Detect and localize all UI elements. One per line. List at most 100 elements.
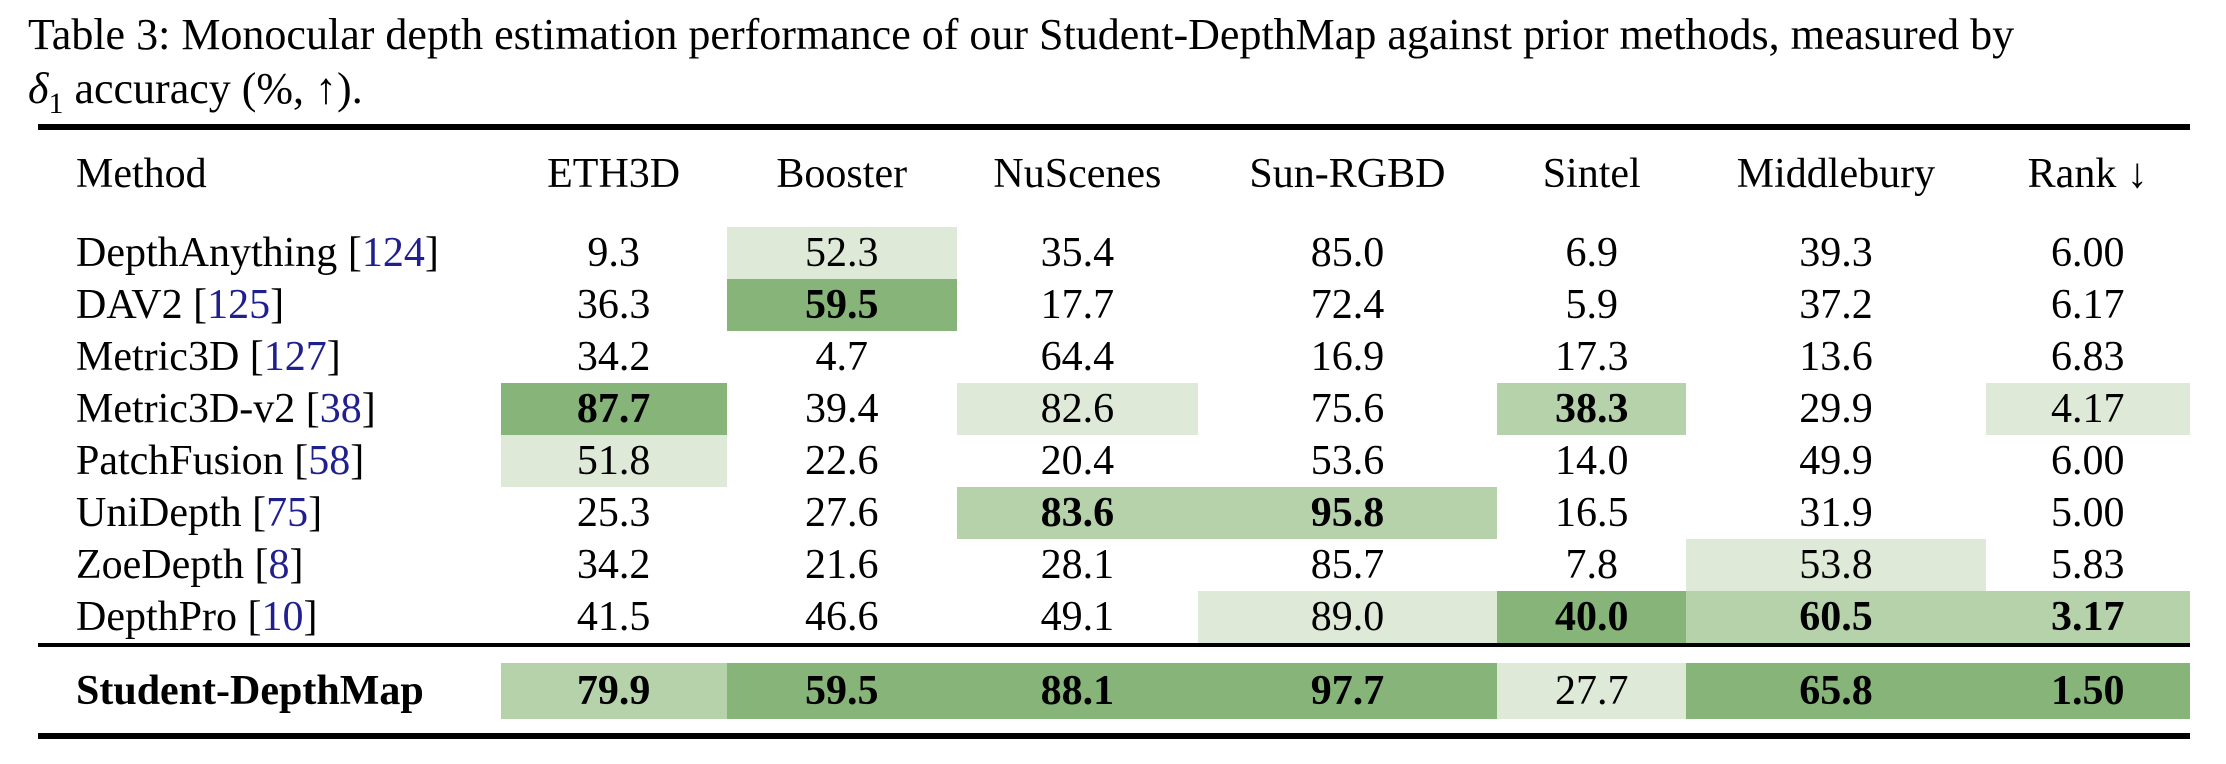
value-cell: 85.0 bbox=[1197, 218, 1498, 279]
method-cell: PatchFusion [58] bbox=[38, 435, 501, 487]
value-cell: 60.5 bbox=[1686, 591, 1986, 645]
value-cell: 7.8 bbox=[1565, 542, 1618, 588]
value-cell: 3.17 bbox=[1985, 591, 2190, 645]
citation-link[interactable]: 8 bbox=[268, 542, 290, 588]
value-cell: 27.6 bbox=[805, 490, 879, 536]
value-cell: 27.7 bbox=[1497, 643, 1687, 736]
value-cell: 6.17 bbox=[2051, 282, 2125, 328]
value-cell: 37.2 bbox=[1799, 282, 1873, 328]
method-name: Metric3D bbox=[76, 334, 240, 380]
value-cell: 95.8 bbox=[1197, 487, 1498, 539]
citation-bracket-open: [ bbox=[254, 542, 269, 588]
value-cell: 13.6 bbox=[1799, 334, 1873, 380]
value-cell: 17.3 bbox=[1554, 334, 1629, 380]
citation-link[interactable]: 75 bbox=[266, 490, 309, 536]
value-band: 88.1 bbox=[956, 663, 1198, 719]
method-name: Metric3D-v2 bbox=[76, 386, 296, 432]
citation-bracket-close: ] bbox=[326, 334, 341, 380]
value-cell: 29.9 bbox=[1799, 386, 1873, 432]
value-cell: 6.00 bbox=[2051, 438, 2125, 484]
value-cell: 16.5 bbox=[1554, 490, 1629, 536]
value-cell: 6.9 bbox=[1497, 218, 1687, 279]
method-name: ZoeDepth bbox=[76, 542, 244, 588]
citation-bracket-open: [ bbox=[347, 230, 362, 276]
method-name: DepthAnything bbox=[76, 230, 338, 276]
value-band: 27.7 bbox=[1497, 663, 1687, 719]
value-cell: 53.6 bbox=[1310, 438, 1385, 484]
table-row-metric3d: Metric3D [127] 34.2 4.7 64.4 16.9 17.3 13.6 6.8… bbox=[38, 331, 2190, 383]
method-cell: UniDepth [75] bbox=[38, 487, 501, 539]
table-row-depthanything: DepthAnything [124] 9.3 52.3 35.4 85.0 6.9 39.… bbox=[38, 218, 2190, 279]
table-row-patchfusion: PatchFusion [58] 51.8 22.6 20.4 53.6 14.0 49.9… bbox=[38, 435, 2190, 487]
citation-bracket-open: [ bbox=[193, 282, 208, 328]
value-cell: 34.2 bbox=[576, 542, 651, 588]
table-row-metric3d-v2: Metric3D-v2 [38] 87.7 39.4 82.6 75.6 38.3 29.9… bbox=[38, 383, 2190, 435]
value-cell: 5.00 bbox=[2051, 490, 2125, 536]
value-band: 79.9 bbox=[500, 663, 727, 719]
citation-bracket-close: ] bbox=[303, 594, 318, 640]
table-row-zoedepth: ZoeDepth [8] 34.2 21.6 28.1 85.7 7.8 53.8 5.83 bbox=[38, 539, 2190, 591]
table-header: Method ETH3D Booster NuScenes Sun-RGBD Sintel… bbox=[38, 127, 2190, 225]
value-cell: 9.3 bbox=[500, 218, 727, 279]
value-cell: 49.1 bbox=[1040, 594, 1115, 640]
caption-suffix: accuracy (%, ↑). bbox=[63, 63, 363, 113]
value-band: 1.50 bbox=[1985, 663, 2190, 719]
value-cell: 87.7 bbox=[500, 383, 727, 435]
method-cell: Metric3D [127] bbox=[38, 331, 501, 383]
value-cell: 28.1 bbox=[1040, 542, 1115, 588]
value-cell: 1.50 bbox=[1985, 643, 2190, 736]
table-body: DepthAnything [124] 9.3 52.3 35.4 85.0 6.9 39.… bbox=[38, 218, 2190, 736]
results-table-container: Method ETH3D Booster NuScenes Sun-RGBD Sintel… bbox=[38, 124, 2190, 739]
value-cell: 53.8 bbox=[1686, 539, 1986, 591]
column-header-middlebury: Middlebury bbox=[1686, 127, 1986, 225]
value-cell: 6.83 bbox=[2051, 334, 2125, 380]
value-cell: 41.5 bbox=[576, 594, 651, 640]
citation-bracket-close: ] bbox=[270, 282, 285, 328]
table-caption: Table 3: Monocular depth estimation perf… bbox=[28, 8, 2200, 118]
method-name: DAV2 bbox=[76, 282, 183, 328]
column-header-sintel: Sintel bbox=[1497, 127, 1687, 225]
results-table: Method ETH3D Booster NuScenes Sun-RGBD Sintel… bbox=[38, 124, 2190, 739]
table-row-unidepth: UniDepth [75] 25.3 27.6 83.6 95.8 16.5 31.9 5.0… bbox=[38, 487, 2190, 539]
citation-bracket-open: [ bbox=[252, 490, 267, 536]
value-cell: 83.6 bbox=[956, 487, 1198, 539]
table-row-depthpro: DepthPro [10] 41.5 46.6 49.1 89.0 40.0 60.5 3.1… bbox=[38, 591, 2190, 645]
citation-bracket-close: ] bbox=[350, 438, 365, 484]
column-header-method: Method bbox=[38, 127, 501, 225]
citation-link[interactable]: 38 bbox=[319, 386, 362, 432]
column-header-rank: Rank ↓ bbox=[1985, 127, 2190, 225]
value-cell: 34.2 bbox=[576, 334, 651, 380]
method-cell: Metric3D-v2 [38] bbox=[38, 383, 501, 435]
column-header-sun-rgbd: Sun-RGBD bbox=[1197, 127, 1498, 225]
citation-bracket-open: [ bbox=[249, 334, 264, 380]
citation-bracket-close: ] bbox=[289, 542, 304, 588]
citation-link[interactable]: 124 bbox=[361, 230, 425, 276]
value-cell: 46.6 bbox=[805, 594, 879, 640]
value-cell: 6.00 bbox=[1985, 218, 2190, 279]
value-cell: 22.6 bbox=[805, 438, 879, 484]
citation-link[interactable]: 127 bbox=[263, 334, 327, 380]
value-cell: 97.7 bbox=[1197, 643, 1498, 736]
citation-bracket-close: ] bbox=[308, 490, 323, 536]
column-header-eth3d: ETH3D bbox=[500, 127, 727, 225]
value-band: 97.7 bbox=[1197, 663, 1498, 719]
value-cell: 35.4 bbox=[956, 218, 1198, 279]
value-cell: 25.3 bbox=[576, 490, 651, 536]
value-cell: 38.3 bbox=[1497, 383, 1687, 435]
value-cell: 59.5 bbox=[726, 279, 957, 331]
header-row: Method ETH3D Booster NuScenes Sun-RGBD Sintel… bbox=[38, 127, 2190, 225]
citation-link[interactable]: 58 bbox=[308, 438, 351, 484]
citation-link[interactable]: 10 bbox=[261, 594, 304, 640]
value-cell: 85.7 bbox=[1310, 542, 1385, 588]
table-row-student-depthmap: Student-DepthMap 79.9 59.5 88.1 97.7 27.7 65.8… bbox=[38, 643, 2190, 736]
citation-link[interactable]: 125 bbox=[207, 282, 271, 328]
value-cell: 39.4 bbox=[805, 386, 879, 432]
value-cell: 5.83 bbox=[2051, 542, 2125, 588]
value-cell: 36.3 bbox=[576, 282, 651, 328]
column-header-nuscenes: NuScenes bbox=[956, 127, 1198, 225]
value-band: 59.5 bbox=[726, 663, 957, 719]
value-cell: 49.9 bbox=[1799, 438, 1873, 484]
caption-text: Table 3: Monocular depth estimation perf… bbox=[28, 10, 2015, 59]
method-cell: Student-DepthMap bbox=[38, 643, 501, 736]
value-cell: 4.7 bbox=[815, 334, 869, 380]
